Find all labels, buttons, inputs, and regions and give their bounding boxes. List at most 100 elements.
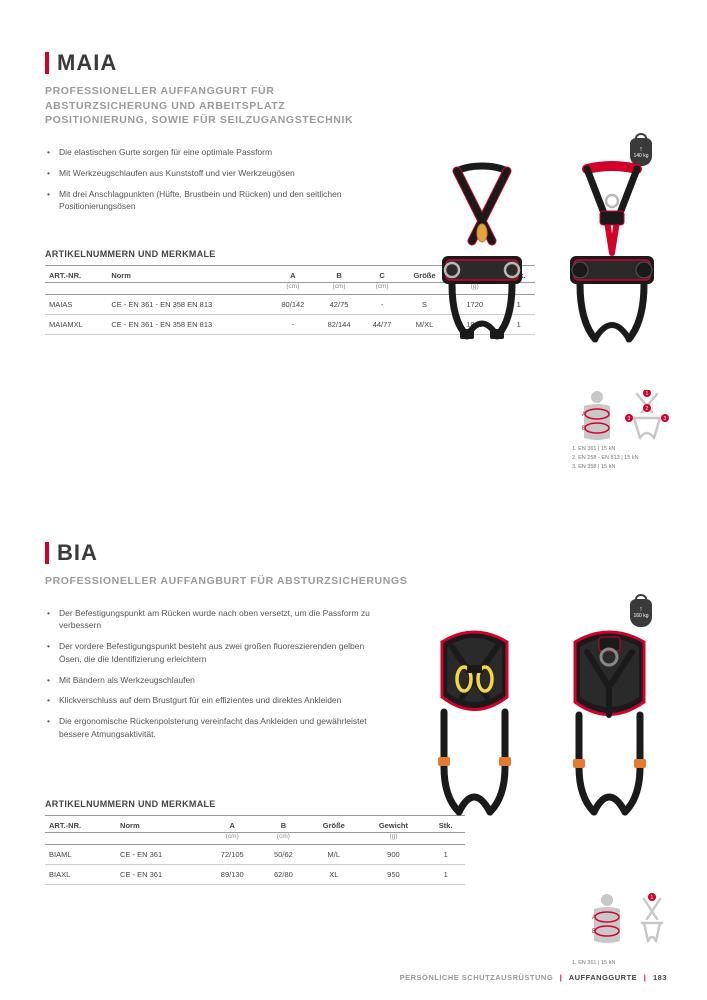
cell: 89/130 xyxy=(205,864,260,884)
harness-schema-icon: 1 2 3 3 xyxy=(622,390,672,442)
col-header: Größe xyxy=(307,815,360,832)
footnote: 2. EN 258 - EN 813 | 15 kN xyxy=(572,454,672,463)
weight-badge-value: 160 kg xyxy=(633,614,648,619)
svg-text:1: 1 xyxy=(646,391,649,397)
image-col: ↑ 140 kg xyxy=(375,146,667,221)
features-col: Die elastischen Gurte sorgen für eine op… xyxy=(45,146,375,221)
cell: 1 xyxy=(426,864,465,884)
product-subtitle: PROFESSIONELLER AUFFANGGURT FÜR ABSTURZS… xyxy=(45,84,365,128)
harness-front-icon xyxy=(422,161,542,391)
spec-table: ART.-NR. Norm A B Größe Gewicht Stk. (cm… xyxy=(45,815,465,885)
unit-cell: (cm) xyxy=(205,832,260,844)
feature-list: Die elastischen Gurte sorgen für eine op… xyxy=(45,146,375,213)
feature-list: Der Befestigungspunkt am Rücken wurde na… xyxy=(45,607,375,741)
cell: - xyxy=(270,315,316,335)
cell: XL xyxy=(307,864,360,884)
svg-text:3: 3 xyxy=(628,416,631,422)
torso-diagram-icon: A B xyxy=(578,390,616,442)
col-header: B xyxy=(316,266,362,283)
cell-norm: CE - EN 361 xyxy=(116,864,205,884)
cell-norm: CE - EN 361 xyxy=(116,844,205,864)
col-header: A xyxy=(270,266,316,283)
cell-artnr: MAIAS xyxy=(45,295,107,315)
product-maia: MAIA PROFESSIONELLER AUFFANGGURT FÜR ABS… xyxy=(45,50,667,500)
feature-item: Die ergonomische Rückenpolsterung verein… xyxy=(47,715,375,741)
col-header: ART.-NR. xyxy=(45,815,116,832)
footer-page: 183 xyxy=(653,973,667,982)
harness-front-icon xyxy=(412,627,537,847)
feature-item: Mit Bändern als Werkzeugschlaufen xyxy=(47,674,375,687)
col-header: ART.-NR. xyxy=(45,266,107,283)
footnote: 3. EN 358 | 15 kN xyxy=(572,463,672,472)
unit-cell xyxy=(45,283,107,295)
mini-diagrams: A B 1 xyxy=(588,893,672,945)
feature-item: Die elastischen Gurte sorgen für eine op… xyxy=(47,146,375,159)
feature-item: Der Befestigungspunkt am Rücken wurde na… xyxy=(47,607,375,633)
cell-artnr: BIAML xyxy=(45,844,116,864)
content-row: Die elastischen Gurte sorgen für eine op… xyxy=(45,146,667,221)
product-images xyxy=(422,161,672,391)
cell: 950 xyxy=(360,864,426,884)
cell: - xyxy=(362,295,402,315)
harness-back-icon xyxy=(547,627,672,847)
unit-cell xyxy=(116,832,205,844)
table-unit-row: (cm) (cm) (g) xyxy=(45,832,465,844)
weight-badge: ↑ 160 kg xyxy=(630,599,652,627)
cell: 50/62 xyxy=(260,844,307,864)
col-header: Norm xyxy=(116,815,205,832)
cell: 80/142 xyxy=(270,295,316,315)
col-header: Norm xyxy=(107,266,269,283)
cell-artnr: BIAXL xyxy=(45,864,116,884)
unit-cell xyxy=(107,283,269,295)
unit-cell xyxy=(45,832,116,844)
accent-bar xyxy=(45,52,49,74)
svg-text:2: 2 xyxy=(646,406,649,412)
feature-item: Mit drei Anschlagpunkten (Hüfte, Brustbe… xyxy=(47,188,375,214)
svg-text:3: 3 xyxy=(664,416,667,422)
cell: 42/75 xyxy=(316,295,362,315)
product-bia: BIA PROFESSIONELLER AUFFANGBURT FÜR ABST… xyxy=(45,540,667,980)
cell-norm: CE - EN 361 - EN 358 EN 813 xyxy=(107,315,269,335)
arrow-up-icon: ↑ xyxy=(639,606,643,613)
unit-cell xyxy=(307,832,360,844)
cell: 1 xyxy=(426,844,465,864)
page-footer: PERSÖNLICHE SCHUTZAUSRÜSTUNG | AUFFANGGU… xyxy=(400,973,667,982)
col-header: B xyxy=(260,815,307,832)
footnote: 1. EN 361 | 15 kN xyxy=(572,445,672,454)
table-wrap: ART.-NR. Norm A B Größe Gewicht Stk. (cm… xyxy=(45,815,465,885)
svg-text:A: A xyxy=(582,412,586,418)
unit-cell: (cm) xyxy=(260,832,307,844)
col-header: A xyxy=(205,815,260,832)
feature-item: Der vordere Befestigungspunkt besteht au… xyxy=(47,640,375,666)
torso-diagram-icon: A B xyxy=(588,893,626,945)
cell-artnr: MAIAMXL xyxy=(45,315,107,335)
feature-item: Mit Werkzeugschlaufen aus Kunststoff und… xyxy=(47,167,375,180)
unit-cell: (cm) xyxy=(362,283,402,295)
title-row: BIA xyxy=(45,540,667,566)
cell: 62/80 xyxy=(260,864,307,884)
footnotes: 1. EN 361 | 15 kN 2. EN 258 - EN 813 | 1… xyxy=(572,445,672,471)
table-row: BIAXL CE - EN 361 89/130 62/80 XL 950 1 xyxy=(45,864,465,884)
svg-text:1: 1 xyxy=(651,895,654,901)
product-title: BIA xyxy=(57,540,98,566)
product-images xyxy=(412,627,672,847)
unit-cell: (cm) xyxy=(316,283,362,295)
image-col: ↑ 160 kg xyxy=(375,607,667,749)
cell: M/L xyxy=(307,844,360,864)
svg-text:B: B xyxy=(582,426,586,432)
svg-text:A: A xyxy=(592,915,596,921)
weight-badge-value: 140 kg xyxy=(633,154,648,159)
separator-icon: | xyxy=(560,973,563,982)
footnotes: 1. EN 361 | 15 kN xyxy=(572,959,672,968)
cell: 72/105 xyxy=(205,844,260,864)
table-header-row: ART.-NR. Norm A B Größe Gewicht Stk. xyxy=(45,815,465,832)
arrow-up-icon: ↑ xyxy=(639,146,643,153)
content-row: Der Befestigungspunkt am Rücken wurde na… xyxy=(45,607,667,749)
harness-schema-icon: 1 xyxy=(632,893,672,945)
accent-bar xyxy=(45,542,49,564)
features-col: Der Befestigungspunkt am Rücken wurde na… xyxy=(45,607,375,749)
separator-icon: | xyxy=(644,973,647,982)
col-header: C xyxy=(362,266,402,283)
feature-item: Klickverschluss auf dem Brustgurt für ei… xyxy=(47,694,375,707)
footer-sub: AUFFANGGURTE xyxy=(569,973,638,982)
